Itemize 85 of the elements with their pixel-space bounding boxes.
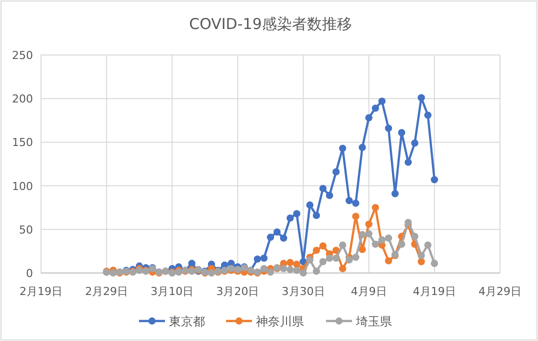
point [339, 144, 346, 152]
y-tick-label: 150 [12, 136, 33, 150]
point [293, 260, 300, 268]
point [418, 258, 425, 266]
point [378, 98, 386, 105]
x-tick-label: 3月30日 [282, 285, 325, 298]
point [326, 192, 334, 199]
point [384, 234, 392, 242]
point [280, 234, 288, 242]
point [411, 232, 418, 240]
y-tick-label: 200 [12, 92, 33, 106]
y-tick-label: 100 [12, 180, 33, 193]
x-tick-label: 4月9日 [350, 285, 387, 298]
x-tick-label: 4月19日 [412, 285, 456, 298]
point [312, 268, 320, 275]
legend-label: 東京都 [169, 314, 205, 328]
point [398, 240, 406, 248]
point [365, 114, 372, 122]
point [319, 258, 327, 266]
point [306, 201, 314, 209]
point [411, 139, 418, 147]
point [273, 228, 281, 236]
point [358, 231, 366, 238]
point [358, 144, 366, 152]
point [398, 129, 406, 136]
point [339, 241, 346, 249]
point [332, 168, 340, 176]
point [293, 210, 300, 218]
point [260, 265, 268, 272]
point [372, 204, 380, 212]
point [418, 94, 425, 102]
point [418, 252, 425, 260]
point [319, 184, 327, 192]
point [352, 254, 360, 261]
point [306, 256, 314, 264]
point [332, 246, 340, 254]
y-tick-label: 50 [19, 223, 33, 236]
point [365, 230, 372, 238]
x-tick-label: 2月29日 [85, 285, 128, 298]
y-tick-label: 250 [12, 49, 33, 62]
point [110, 269, 117, 277]
point [260, 254, 268, 262]
x-tick-label: 4月29日 [478, 285, 522, 298]
point [312, 212, 320, 220]
point [188, 260, 196, 268]
legend-label: 神奈川県 [256, 314, 304, 328]
point [372, 240, 380, 248]
point [424, 241, 432, 249]
point [391, 190, 399, 198]
point [384, 257, 392, 264]
point [378, 236, 386, 244]
x-tick-label: 3月10日 [150, 285, 194, 298]
point [339, 265, 346, 272]
point [404, 158, 412, 166]
point [254, 255, 261, 263]
point [332, 254, 340, 262]
point [293, 266, 300, 274]
x-tick-label: 3月20日 [216, 285, 260, 298]
point [286, 266, 294, 274]
point [365, 220, 372, 228]
point [266, 268, 274, 276]
point [300, 269, 307, 277]
point [352, 212, 360, 220]
y-tick-label: 0 [26, 267, 33, 280]
point [430, 176, 438, 184]
point [312, 246, 320, 254]
point [346, 256, 353, 264]
point [352, 200, 360, 207]
point [404, 218, 412, 226]
point [384, 124, 392, 132]
point [280, 265, 288, 272]
point [286, 214, 294, 222]
point [358, 246, 366, 254]
point [208, 269, 216, 277]
point [346, 197, 353, 204]
point [430, 260, 438, 268]
legend-label: 埼玉県 [355, 314, 392, 328]
point [286, 258, 294, 266]
point [326, 254, 334, 262]
x-tick-label: 2月19日 [20, 285, 62, 298]
point [424, 112, 432, 119]
point [319, 242, 327, 250]
title: COVID-19感染者数推移 [189, 15, 352, 33]
point [372, 104, 380, 112]
point [266, 234, 274, 241]
